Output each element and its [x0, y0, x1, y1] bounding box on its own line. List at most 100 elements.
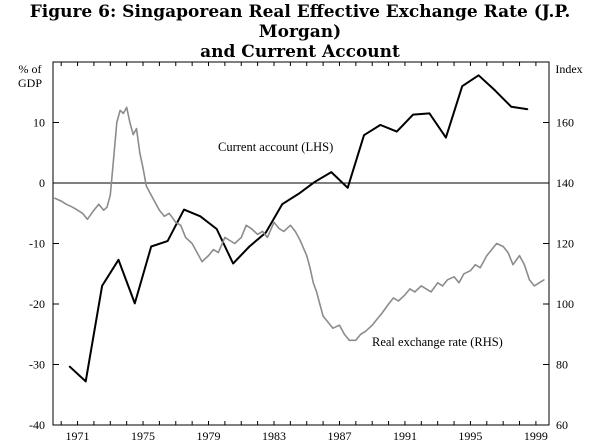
data-point-real-exchange-rate [283, 230, 285, 232]
data-point-real-exchange-rate [98, 203, 100, 205]
chart-title-line-2: and Current Account [200, 42, 400, 62]
data-point-real-exchange-rate [309, 267, 311, 269]
data-point-real-exchange-rate [145, 185, 147, 187]
data-point-real-exchange-rate [523, 264, 526, 266]
x-axis-tick-label: 1995 [458, 429, 482, 443]
data-point-real-exchange-rate [512, 264, 514, 266]
data-point-real-exchange-rate [76, 209, 79, 211]
data-point-current-account [363, 134, 365, 136]
data-point-current-account [527, 108, 529, 110]
data-point-real-exchange-rate [65, 203, 67, 205]
data-point-current-account [199, 215, 201, 217]
data-point-current-account [396, 130, 398, 133]
data-point-real-exchange-rate [234, 242, 236, 245]
data-point-real-exchange-rate [139, 152, 141, 154]
data-point-real-exchange-rate [486, 255, 488, 257]
data-point-current-account [166, 240, 169, 242]
data-point-real-exchange-rate [528, 279, 530, 281]
data-point-real-exchange-rate [404, 294, 406, 296]
right-axis-title: Index [555, 62, 582, 76]
data-point-real-exchange-rate [507, 251, 509, 254]
x-axis-tick-label: 1975 [131, 429, 155, 443]
data-point-real-exchange-rate [306, 255, 308, 257]
data-point-real-exchange-rate [72, 206, 74, 208]
data-point-real-exchange-rate [54, 197, 56, 199]
right-axis-tick-label: 140 [556, 176, 574, 190]
data-point-real-exchange-rate [425, 288, 427, 290]
right-axis-tick-label: 80 [556, 358, 568, 372]
data-point-real-exchange-rate [543, 279, 545, 281]
data-point-real-exchange-rate [437, 282, 439, 284]
data-point-real-exchange-rate [365, 330, 367, 332]
x-axis-tick-label: 1987 [327, 429, 351, 443]
data-point-real-exchange-rate [257, 233, 259, 236]
data-point-real-exchange-rate [463, 273, 465, 275]
data-point-real-exchange-rate [142, 167, 144, 169]
data-point-current-account [314, 181, 316, 183]
data-point-real-exchange-rate [469, 270, 472, 272]
data-point-real-exchange-rate [266, 236, 269, 239]
data-point-current-account [232, 262, 234, 265]
series-layer [54, 74, 545, 383]
chart-title-line-1: Figure 6: Singaporean Real Effective Exc… [29, 2, 571, 42]
data-point-real-exchange-rate [155, 203, 157, 205]
data-point-real-exchange-rate [184, 236, 187, 239]
data-point-real-exchange-rate [294, 230, 296, 232]
data-point-current-account [183, 209, 185, 211]
data-point-real-exchange-rate [250, 227, 252, 229]
annotation-real-exchange-rate: Real exchange rate (RHS) [372, 335, 503, 349]
x-axis-tick-label: 1983 [262, 429, 286, 443]
data-point-real-exchange-rate [381, 312, 383, 314]
data-point-real-exchange-rate [289, 224, 291, 226]
data-point-real-exchange-rate [109, 194, 111, 196]
data-point-real-exchange-rate [502, 245, 504, 248]
data-point-current-account [412, 114, 414, 116]
chart-title: Figure 6: Singaporean Real Effective Exc… [0, 2, 600, 62]
data-point-current-account [265, 232, 267, 234]
data-point-real-exchange-rate [224, 236, 226, 239]
data-point-current-account [117, 259, 120, 261]
right-axis-tick-label: 120 [556, 237, 574, 251]
data-point-real-exchange-rate [207, 255, 210, 257]
data-point-real-exchange-rate [446, 279, 449, 281]
data-point-real-exchange-rate [332, 327, 334, 329]
data-point-current-account [68, 365, 70, 367]
data-point-real-exchange-rate [158, 209, 161, 211]
data-point-real-exchange-rate [496, 242, 498, 245]
left-axis-tick-label: -20 [29, 297, 45, 311]
data-point-real-exchange-rate [409, 288, 411, 290]
data-point-real-exchange-rate [122, 112, 124, 115]
data-point-real-exchange-rate [319, 303, 321, 305]
data-point-real-exchange-rate [397, 300, 399, 302]
data-point-real-exchange-rate [86, 218, 88, 220]
data-point-current-account [134, 302, 136, 304]
data-point-current-account [510, 106, 512, 108]
axes-layer: -40 -30 -20 -10 0 10 60 80 100 120 140 160 1971 1975 1… [29, 62, 574, 443]
data-point-real-exchange-rate [392, 297, 395, 299]
data-point-real-exchange-rate [491, 248, 493, 251]
data-point-real-exchange-rate [355, 339, 357, 341]
data-point-current-account [347, 187, 349, 189]
data-point-real-exchange-rate [132, 134, 134, 136]
data-point-real-exchange-rate [196, 251, 198, 254]
data-point-real-exchange-rate [338, 324, 341, 326]
data-point-current-account [428, 112, 431, 115]
left-axis-tick-label: -40 [29, 418, 45, 432]
data-point-current-account [461, 85, 463, 87]
left-axis-tick-label: -30 [29, 358, 45, 372]
data-point-real-exchange-rate [441, 285, 444, 287]
data-point-real-exchange-rate [348, 339, 350, 341]
data-point-real-exchange-rate [261, 230, 264, 232]
data-point-real-exchange-rate [414, 291, 416, 293]
data-point-real-exchange-rate [229, 239, 231, 242]
annotation-current-account: Current account (LHS) [218, 140, 333, 154]
data-point-real-exchange-rate [371, 324, 373, 326]
data-point-current-account [445, 137, 447, 139]
data-point-real-exchange-rate [533, 285, 535, 287]
x-axis-tick-label: 1991 [393, 429, 417, 443]
data-point-real-exchange-rate [106, 206, 108, 208]
left-axis-tick-label: 0 [39, 176, 45, 190]
data-point-real-exchange-rate [245, 224, 247, 226]
data-point-real-exchange-rate [312, 282, 314, 284]
